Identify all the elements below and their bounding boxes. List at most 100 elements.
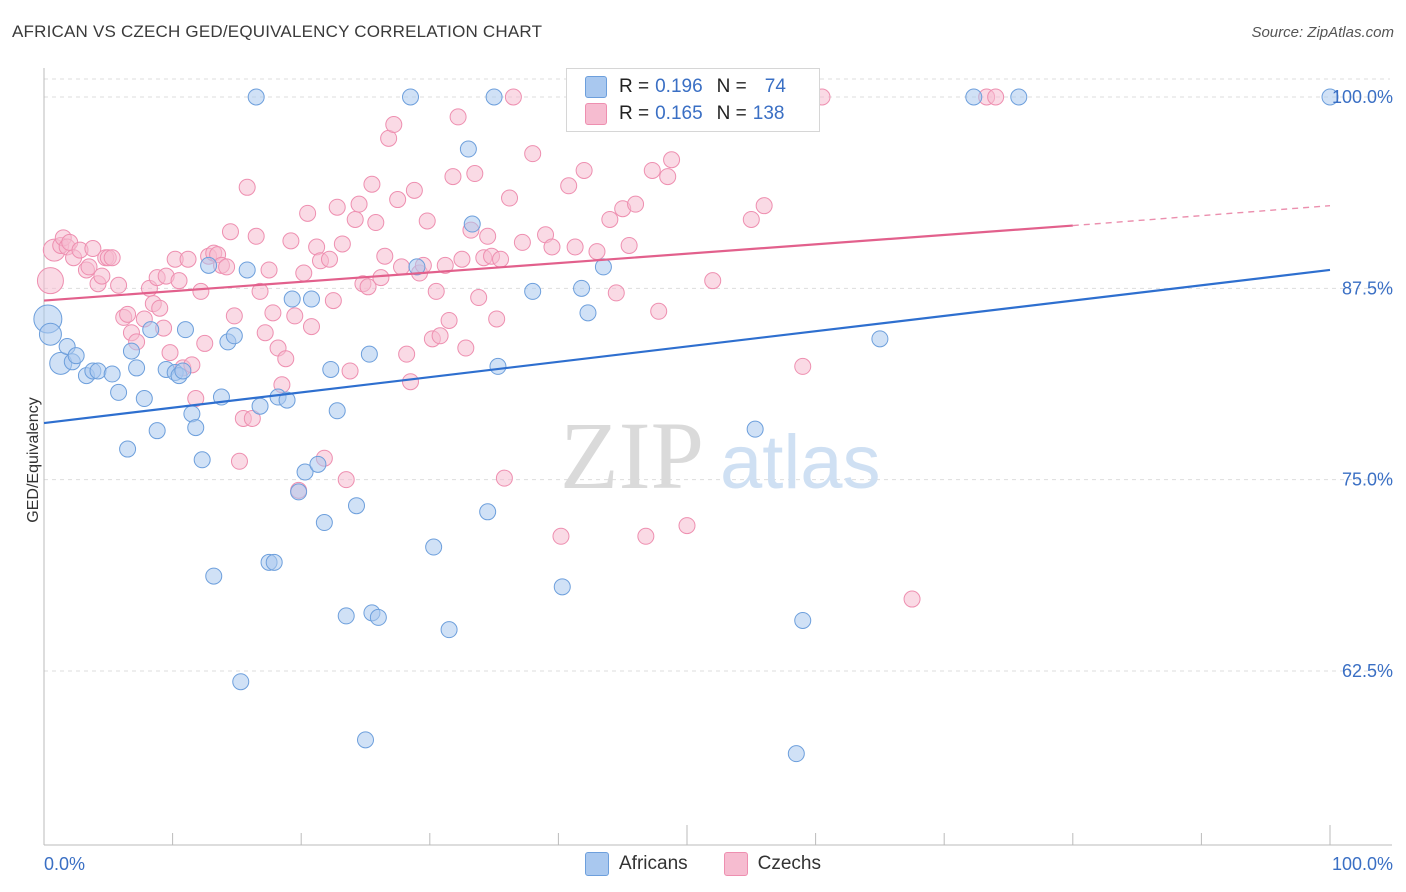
legend-item-czechs[interactable]: Czechs <box>723 852 821 876</box>
r-label: R = <box>619 76 650 97</box>
n-label: N = <box>716 103 747 124</box>
czech-point <box>501 189 519 207</box>
czech-point <box>427 282 445 300</box>
czech-point <box>302 318 320 336</box>
african-point <box>283 290 301 308</box>
czech-point <box>372 269 390 287</box>
african-point <box>360 345 378 363</box>
african-point <box>425 538 443 556</box>
czech-point <box>218 258 236 276</box>
african-point <box>489 357 507 375</box>
grid-lines <box>44 78 1390 672</box>
n-value: 138 <box>752 103 785 124</box>
czechs-points <box>36 88 1005 608</box>
czech-point <box>436 256 454 274</box>
african-point <box>103 365 121 383</box>
czech-point <box>36 267 64 295</box>
series-legend: Africans Czechs <box>0 852 1406 876</box>
african-point <box>573 279 591 297</box>
czech-point <box>575 161 593 179</box>
trend-lines <box>43 204 1331 425</box>
czech-point <box>243 409 261 427</box>
czech-point <box>704 272 722 290</box>
czech-point <box>179 250 197 268</box>
y-tick-label: 75.0% <box>1342 470 1393 490</box>
czech-point <box>449 108 467 126</box>
african-point <box>251 397 269 415</box>
czech-point <box>337 471 355 489</box>
czech-point <box>286 307 304 325</box>
czech-point <box>161 344 179 362</box>
czechs-trend-line <box>43 224 1073 302</box>
czech-point <box>552 527 570 545</box>
czech-point <box>466 165 484 183</box>
watermark-zip: ZIP <box>560 402 704 509</box>
african-point <box>402 88 420 106</box>
czech-point <box>385 116 403 134</box>
czech-point <box>333 235 351 253</box>
czech-point <box>398 345 416 363</box>
czech-point <box>566 238 584 256</box>
y-axis-label: GED/Equivalency <box>25 397 42 523</box>
african-point <box>1321 88 1339 106</box>
african-point <box>328 402 346 420</box>
n-label: N = <box>716 76 747 97</box>
czech-point <box>103 249 121 267</box>
czech-point <box>264 304 282 322</box>
africans-swatch <box>585 76 607 98</box>
czech-point <box>80 258 98 276</box>
czech-point <box>620 236 638 254</box>
czech-point <box>192 282 210 300</box>
czech-point <box>230 452 248 470</box>
czech-point <box>637 527 655 545</box>
czech-point <box>457 339 475 357</box>
african-point <box>440 621 458 639</box>
y-tick-label: 87.5% <box>1342 278 1393 298</box>
czech-point <box>221 223 239 241</box>
n-value: 74 <box>764 76 786 97</box>
czech-point <box>277 350 295 368</box>
african-point <box>187 419 205 437</box>
czech-point <box>470 289 488 307</box>
czech-point <box>440 311 458 329</box>
czech-point <box>350 195 368 213</box>
african-point <box>315 514 333 532</box>
czech-point <box>742 210 760 228</box>
african-point <box>205 567 223 585</box>
czech-point <box>987 88 1005 106</box>
african-point <box>247 88 265 106</box>
czech-point <box>110 276 128 294</box>
african-point <box>463 215 481 233</box>
czech-point <box>328 198 346 216</box>
african-point <box>290 483 308 501</box>
x-tick-label: 0.0% <box>44 854 85 874</box>
czech-point <box>256 324 274 342</box>
african-point <box>278 391 296 409</box>
african-point <box>89 362 107 380</box>
czech-point <box>282 232 300 250</box>
czech-point <box>659 168 677 186</box>
african-point <box>265 553 283 571</box>
czech-point <box>560 177 578 195</box>
source-label: Source: ZipAtlas.com <box>1251 24 1394 41</box>
african-point <box>357 731 374 749</box>
czechs-legend-swatch <box>723 852 748 876</box>
czech-point <box>247 227 265 245</box>
african-point <box>142 321 160 339</box>
watermark: ZIP atlas <box>560 402 881 509</box>
czech-point <box>903 590 921 608</box>
r-value: 0.196 <box>655 76 703 97</box>
legend-label-africans: Africans <box>619 853 688 874</box>
legend-item-africans[interactable]: Africans <box>585 852 688 876</box>
czech-point <box>341 362 359 380</box>
african-point <box>238 261 256 279</box>
african-point <box>225 327 243 345</box>
african-point <box>485 88 503 106</box>
czech-point <box>389 191 407 209</box>
czech-point <box>295 264 313 282</box>
czech-point <box>251 282 269 300</box>
czech-point <box>601 210 619 228</box>
czech-point <box>492 250 510 268</box>
african-point <box>524 282 542 300</box>
czech-point <box>755 197 773 215</box>
